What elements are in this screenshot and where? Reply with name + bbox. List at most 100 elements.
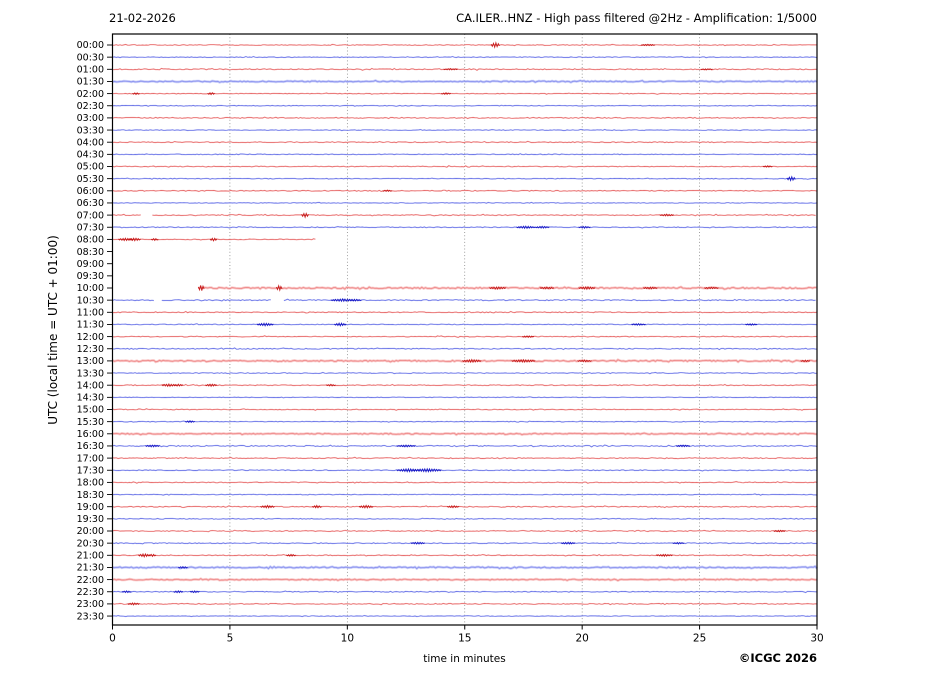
- trace-line: [112, 359, 818, 363]
- row-time-label: 02:00: [77, 89, 104, 100]
- trace-line: [112, 565, 818, 569]
- trace-event: [185, 420, 195, 424]
- trace-event: [577, 359, 592, 363]
- row-time-label: 02:30: [77, 101, 104, 112]
- trace-event: [490, 41, 500, 49]
- row-time-label: 16:30: [77, 441, 104, 452]
- trace-event: [396, 444, 416, 448]
- trace-row-21:00: [112, 552, 818, 558]
- trace-event: [148, 553, 157, 558]
- trace-line: [112, 578, 818, 581]
- trace-line: [112, 529, 818, 533]
- trace-line: [112, 104, 818, 107]
- trace-event: [173, 383, 184, 387]
- trace-event: [311, 504, 322, 509]
- trace-event: [631, 322, 646, 326]
- trace-row-16:30: [112, 444, 818, 448]
- row-time-label: 08:00: [77, 235, 104, 246]
- trace-event: [260, 504, 275, 509]
- trace-line: [112, 214, 141, 216]
- trace-event: [197, 284, 205, 292]
- trace-event: [800, 359, 811, 363]
- row-time-label: 22:00: [77, 575, 104, 586]
- trace-event: [704, 286, 719, 290]
- trace-event: [672, 541, 685, 545]
- copyright-credit: ©ICGC 2026: [738, 651, 817, 665]
- trace-event: [209, 237, 218, 242]
- trace-row-08:00: [112, 237, 316, 242]
- trace-row-15:00: [112, 408, 817, 412]
- trace-line: [112, 542, 818, 545]
- row-time-label: 20:30: [77, 538, 104, 549]
- trace-row-04:30: [112, 152, 818, 156]
- trace-line: [112, 299, 154, 301]
- row-time-label: 01:00: [77, 65, 104, 76]
- row-time-label: 18:30: [77, 490, 104, 501]
- trace-event: [489, 286, 507, 291]
- trace-event: [412, 467, 442, 473]
- trace-halo: [112, 358, 818, 363]
- trace-line: [112, 420, 818, 423]
- trace-event: [382, 189, 393, 193]
- row-time-label: 06:00: [77, 186, 104, 197]
- trace-row-04:00: [112, 140, 818, 144]
- row-time-label: 12:00: [77, 332, 104, 343]
- x-tick-label: 25: [693, 633, 706, 645]
- trace-halo: [112, 577, 818, 582]
- trace-row-11:00: [112, 310, 818, 314]
- row-time-label: 00:00: [77, 40, 104, 51]
- trace-event: [127, 602, 140, 606]
- row-time-label: 13:30: [77, 368, 104, 379]
- trace-row-17:30: [112, 467, 818, 473]
- trace-event: [358, 504, 374, 509]
- trace-row-05:30: [112, 175, 818, 182]
- trace-halo: [112, 565, 818, 570]
- trace-line: [112, 165, 818, 168]
- trace-row-07:30: [112, 225, 818, 230]
- row-time-label: 19:30: [77, 514, 104, 525]
- trace-row-12:30: [112, 347, 818, 351]
- trace-line: [152, 213, 816, 217]
- trace-event: [301, 212, 309, 219]
- trace-row-14:00: [112, 382, 818, 388]
- row-time-label: 23:00: [77, 599, 104, 610]
- trace-event: [655, 553, 673, 558]
- row-time-label: 09:30: [77, 271, 104, 282]
- row-time-label: 14:00: [77, 380, 104, 391]
- row-time-label: 06:30: [77, 198, 104, 209]
- x-axis-label: time in minutes: [423, 653, 506, 665]
- trace-event: [118, 237, 133, 242]
- trace-row-10:30: [112, 297, 816, 303]
- row-time-label: 19:00: [77, 502, 104, 513]
- trace-row-07:00: [112, 212, 816, 219]
- trace-event: [762, 165, 773, 168]
- trace-line: [112, 590, 818, 593]
- row-time-label: 11:00: [77, 308, 104, 319]
- trace-line: [112, 92, 818, 95]
- row-time-label: 16:00: [77, 429, 104, 440]
- trace-event: [173, 589, 184, 594]
- row-time-label: 12:30: [77, 344, 104, 355]
- trace-line: [112, 408, 817, 411]
- x-tick-label: 30: [810, 633, 823, 645]
- chart-title: CA.ILER..HNZ - High pass filtered @2Hz -…: [456, 11, 817, 25]
- trace-line: [112, 116, 818, 119]
- trace-row-19:30: [112, 517, 818, 521]
- trace-event: [516, 225, 536, 230]
- trace-event: [462, 358, 482, 364]
- trace-line: [112, 372, 818, 375]
- trace-line: [112, 517, 818, 520]
- trace-row-23:00: [112, 602, 818, 606]
- trace-event: [410, 541, 426, 545]
- trace-event: [205, 383, 218, 388]
- trace-row-15:30: [112, 420, 818, 424]
- trace-line: [112, 68, 818, 71]
- row-time-label: 23:30: [77, 611, 104, 622]
- trace-line: [112, 384, 818, 387]
- row-time-label: 15:30: [77, 417, 104, 428]
- x-tick-label: 10: [341, 633, 354, 645]
- trace-line: [112, 505, 818, 508]
- row-time-label: 11:30: [77, 320, 104, 331]
- row-time-label: 03:00: [77, 113, 104, 124]
- trace-line: [112, 226, 818, 229]
